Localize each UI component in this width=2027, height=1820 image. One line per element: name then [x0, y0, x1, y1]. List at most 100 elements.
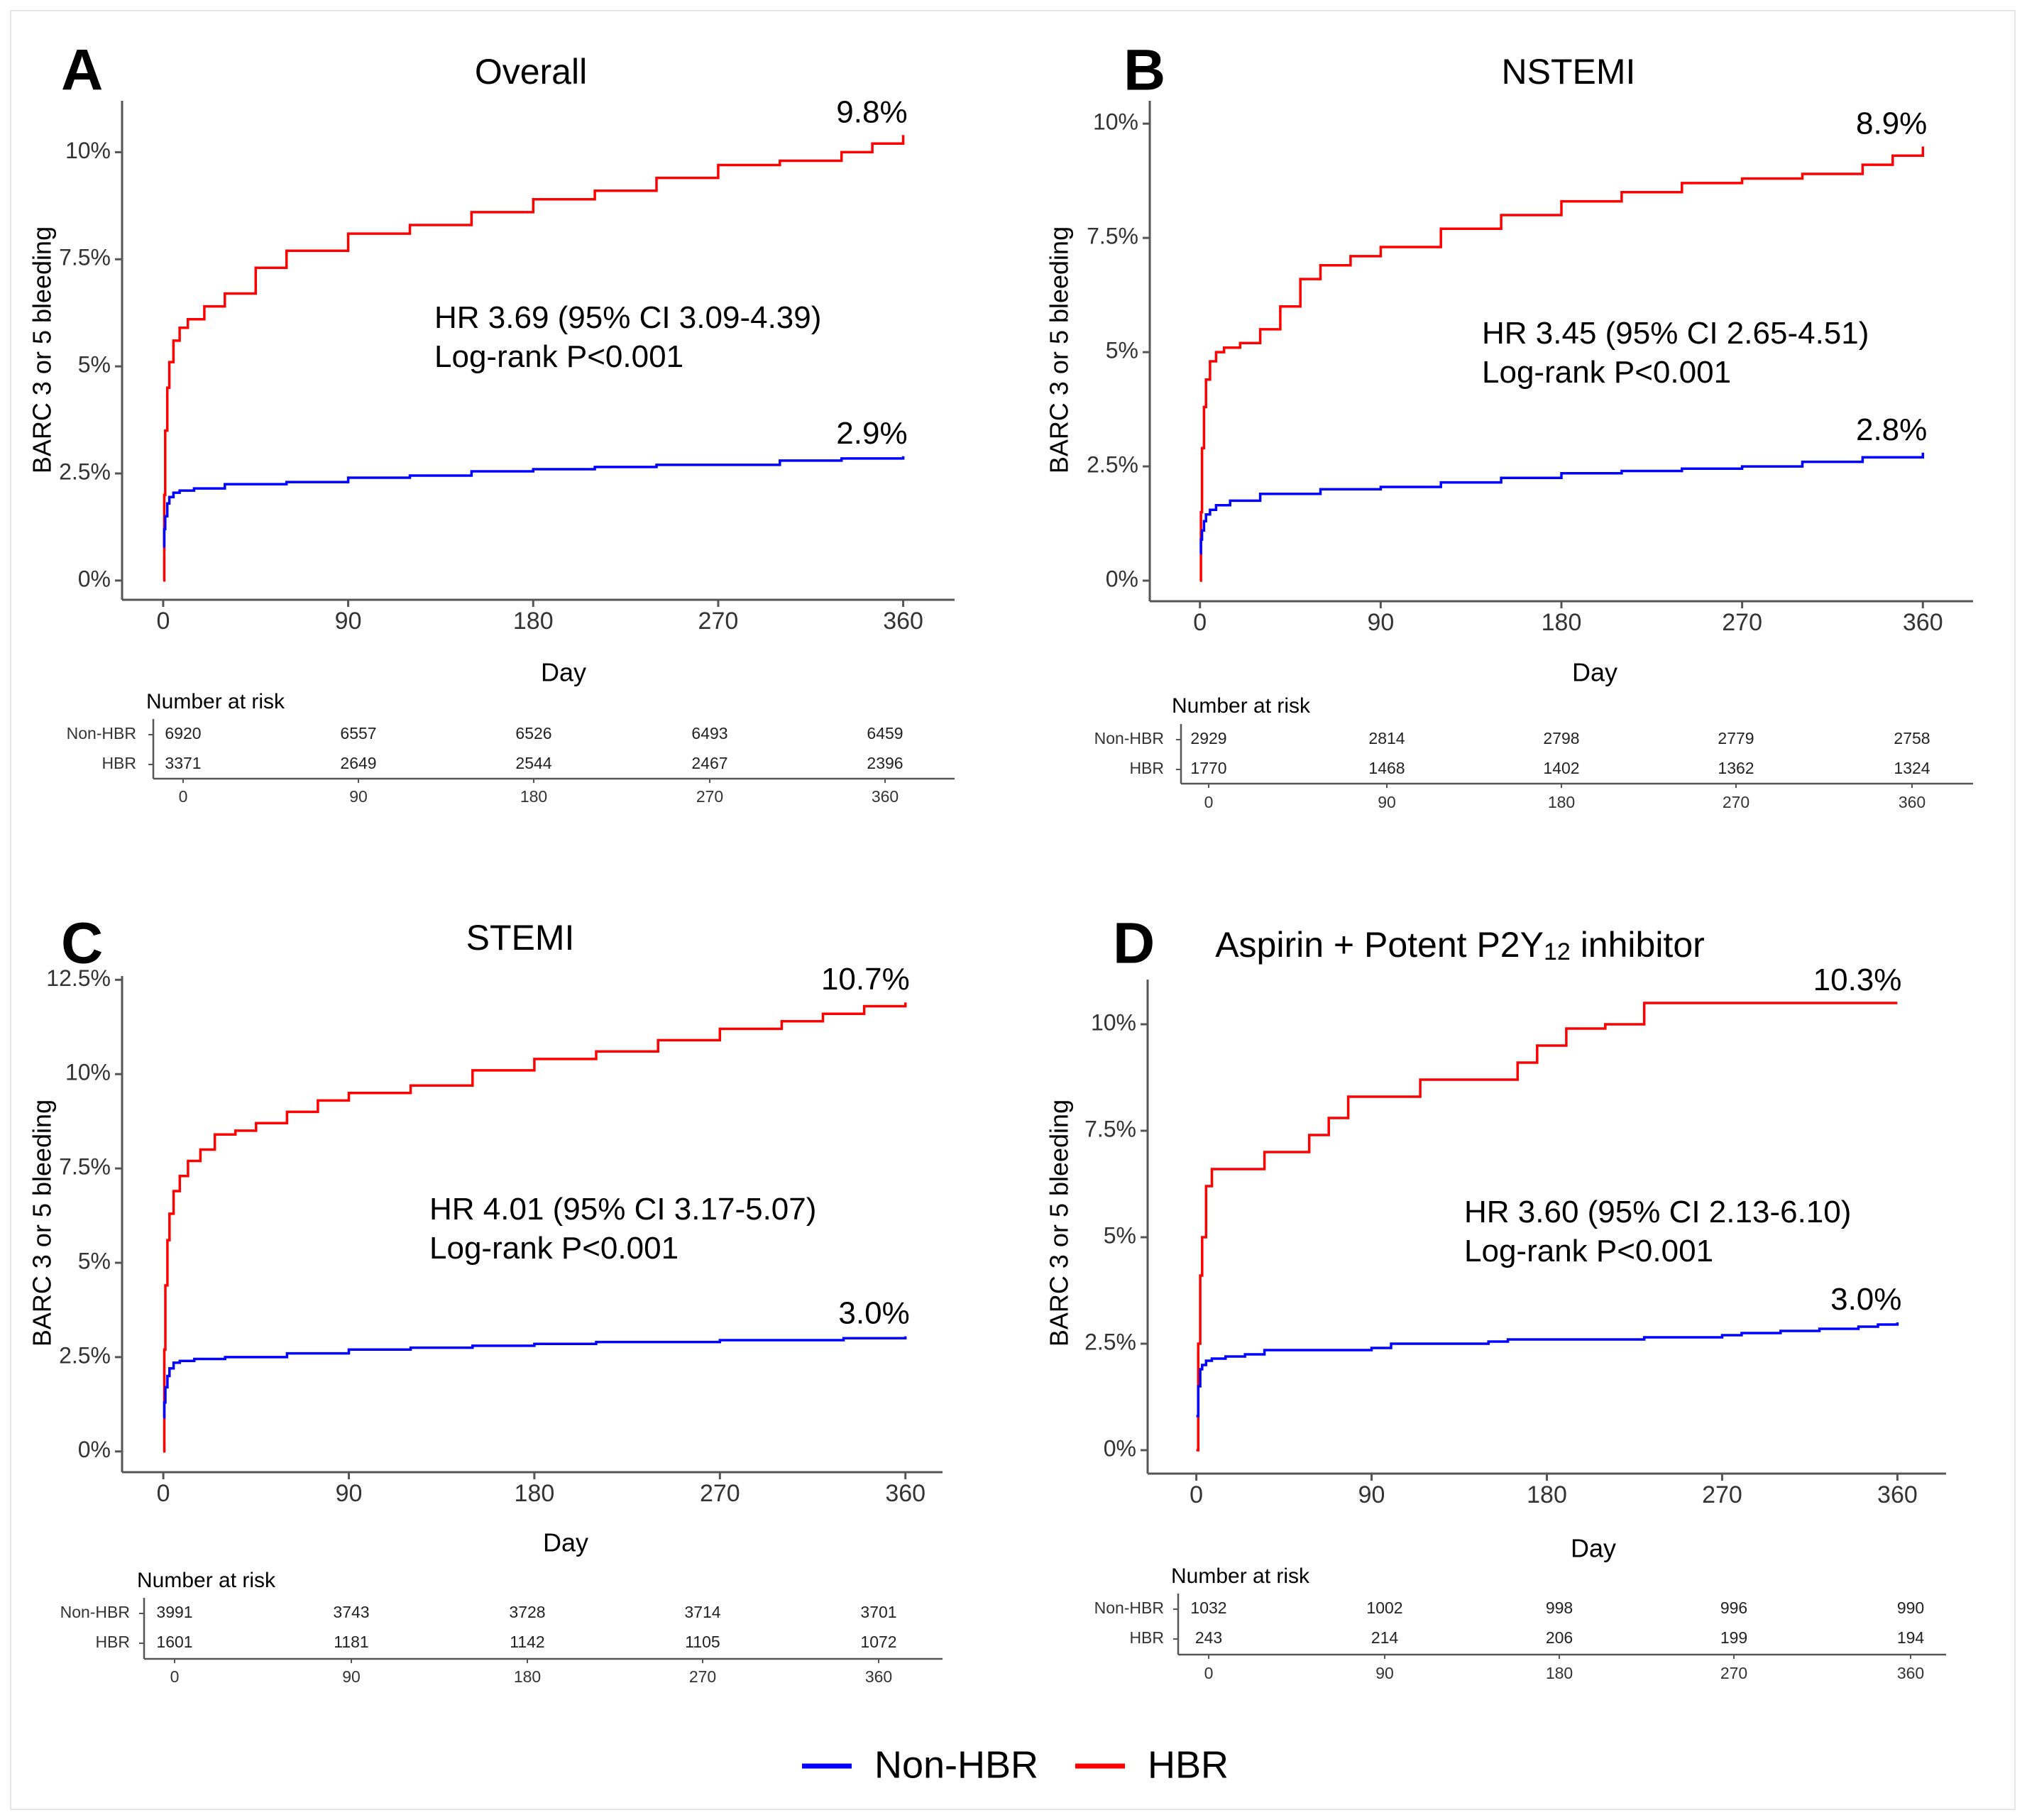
y-tick-label: 2.5% — [1087, 452, 1138, 478]
risk-table-cell: 1142 — [510, 1633, 544, 1651]
risk-x-label: 270 — [689, 1667, 716, 1686]
x-tick-label: 360 — [1903, 609, 1943, 636]
risk-row-label: HBR — [1129, 1628, 1164, 1647]
chart-title-main: Aspirin + Potent P2Y — [1215, 925, 1544, 965]
risk-table-cell: 2779 — [1718, 729, 1754, 747]
x-tick-label: 180 — [1542, 609, 1582, 636]
end-label-non-hbr: 2.9% — [836, 416, 907, 451]
y-tick-label: 10% — [1091, 1009, 1136, 1035]
risk-x-label: 0 — [1204, 793, 1214, 811]
chart-title: STEMI — [466, 918, 575, 958]
risk-table-cell: 2649 — [340, 754, 376, 772]
y-tick-label: 5% — [1104, 1222, 1136, 1248]
x-tick-label: 0 — [156, 608, 170, 635]
risk-table-cell: 1468 — [1368, 759, 1405, 777]
y-axis-label: BARC 3 or 5 bleeding — [28, 226, 57, 473]
hazard-ratio-text: HR 3.69 (95% CI 3.09-4.39) — [434, 300, 821, 335]
series-line-non-hbr — [1196, 1322, 1899, 1418]
risk-table-cell: 199 — [1720, 1628, 1747, 1647]
series-line-non-hbr — [1199, 452, 1925, 555]
log-rank-text: Log-rank P<0.001 — [434, 339, 683, 374]
chart-title: Overall — [475, 52, 587, 92]
risk-table-cell: 2544 — [515, 754, 551, 772]
hazard-ratio-text: HR 3.45 (95% CI 2.65-4.51) — [1482, 316, 1869, 351]
risk-x-label: 90 — [1378, 793, 1396, 811]
risk-table-cell: 206 — [1546, 1628, 1573, 1647]
risk-table-cell: 3371 — [165, 754, 201, 772]
legend: Non-HBR HBR — [802, 1743, 1229, 1786]
y-tick-label: 2.5% — [59, 1342, 111, 1368]
risk-x-label: 360 — [1899, 793, 1926, 811]
risk-table-cell: 6920 — [165, 724, 201, 742]
risk-table-cell: 2929 — [1190, 729, 1226, 747]
risk-table-cell: 1402 — [1543, 759, 1579, 777]
risk-x-label: 90 — [342, 1667, 361, 1686]
risk-table-cell: 1770 — [1190, 759, 1226, 777]
risk-row-label: Non-HBR — [67, 724, 136, 742]
chart-title-end: inhibitor — [1571, 925, 1705, 965]
risk-x-label: 270 — [1720, 1664, 1747, 1682]
end-label-hbr: 10.3% — [1813, 963, 1902, 997]
risk-table-title: Number at risk — [1172, 694, 1311, 718]
x-tick-label: 180 — [1527, 1481, 1567, 1508]
risk-table-cell: 1032 — [1190, 1599, 1226, 1617]
risk-x-label: 270 — [696, 787, 723, 806]
series-line-hbr — [1199, 146, 1925, 582]
legend-label-hbr: HBR — [1148, 1743, 1229, 1786]
y-tick-label: 2.5% — [59, 459, 111, 484]
risk-table-cell: 3743 — [333, 1603, 369, 1621]
risk-row-label: HBR — [95, 1633, 130, 1651]
x-tick-label: 90 — [335, 608, 362, 635]
x-tick-label: 360 — [883, 608, 923, 635]
y-tick-label: 5% — [1106, 338, 1138, 363]
series-line-hbr — [163, 135, 905, 582]
end-label-non-hbr: 3.0% — [838, 1296, 909, 1331]
risk-row-label: Non-HBR — [60, 1603, 130, 1621]
x-tick-label: 270 — [1702, 1481, 1742, 1508]
risk-table-cell: 2798 — [1543, 729, 1579, 747]
y-tick-label: 7.5% — [59, 1154, 111, 1180]
y-axis-label: BARC 3 or 5 bleeding — [28, 1100, 57, 1347]
risk-table-cell: 1601 — [156, 1633, 192, 1651]
chart-panel-a: A Overall 0% 2.5% 5% 7.5% 10% 0 90 180 270 360 BARC … — [28, 38, 955, 806]
x-axis-label: Day — [543, 1528, 588, 1557]
x-tick-label: 270 — [698, 608, 739, 635]
log-rank-text: Log-rank P<0.001 — [1464, 1234, 1713, 1268]
risk-x-label: 180 — [520, 787, 547, 806]
x-tick-label: 90 — [336, 1480, 363, 1507]
y-axis-label: BARC 3 or 5 bleeding — [1045, 1100, 1074, 1347]
x-tick-label: 270 — [1722, 609, 1762, 636]
risk-table-title: Number at risk — [146, 690, 285, 713]
y-tick-label: 7.5% — [1087, 224, 1138, 249]
x-tick-label: 0 — [1193, 609, 1207, 636]
end-label-hbr: 10.7% — [821, 962, 910, 997]
y-tick-label: 0% — [1106, 566, 1138, 591]
risk-row-label: Non-HBR — [1094, 729, 1164, 747]
risk-table-cell: 6459 — [867, 724, 903, 742]
risk-table-cell: 998 — [1546, 1599, 1573, 1617]
risk-table-cell: 1324 — [1894, 759, 1930, 777]
x-tick-label: 360 — [885, 1480, 925, 1507]
series-line-non-hbr — [163, 456, 905, 548]
end-label-non-hbr: 2.8% — [1856, 412, 1927, 447]
y-tick-label: 0% — [78, 1437, 111, 1462]
risk-table-title: Number at risk — [137, 1569, 276, 1592]
risk-table-cell: 214 — [1371, 1628, 1399, 1647]
y-tick-label: 0% — [78, 566, 111, 591]
y-tick-label: 10% — [1093, 109, 1138, 135]
x-tick-label: 180 — [513, 608, 554, 635]
risk-x-label: 180 — [1546, 1664, 1573, 1682]
x-tick-label: 0 — [157, 1480, 170, 1507]
log-rank-text: Log-rank P<0.001 — [1482, 355, 1731, 390]
risk-table-cell: 3991 — [156, 1603, 192, 1621]
risk-table-cell: 1002 — [1366, 1599, 1402, 1617]
risk-table-cell: 2758 — [1894, 729, 1930, 747]
risk-row-label: HBR — [1129, 759, 1164, 777]
risk-table-cell: 3714 — [684, 1603, 720, 1621]
risk-table-cell: 6557 — [340, 724, 376, 742]
risk-x-label: 360 — [865, 1667, 892, 1686]
risk-table-cell: 6493 — [691, 724, 727, 742]
risk-x-label: 0 — [179, 787, 188, 806]
risk-table-cell: 2814 — [1368, 729, 1405, 747]
hazard-ratio-text: HR 3.60 (95% CI 2.13-6.10) — [1464, 1195, 1851, 1229]
